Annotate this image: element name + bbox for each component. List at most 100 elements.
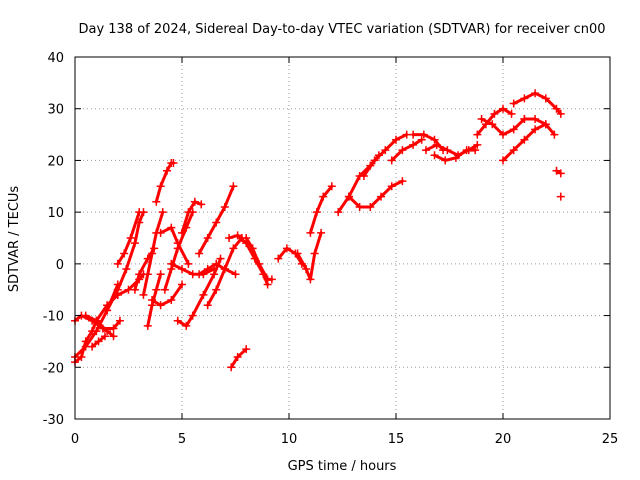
series-line [159, 226, 190, 266]
series-line [163, 210, 195, 292]
series-line [84, 314, 116, 338]
data-point [499, 130, 507, 139]
data-point [227, 363, 236, 372]
data-point [381, 146, 390, 155]
data-point [233, 231, 242, 240]
data-point [184, 259, 193, 268]
data-point [531, 125, 540, 134]
series-track-4 [81, 311, 118, 341]
data-point [233, 352, 242, 361]
data-point [225, 234, 234, 242]
y-axis-label: SDTVAR / TECUs [7, 186, 22, 293]
data-point [156, 270, 165, 279]
series-line [362, 133, 409, 178]
data-point [197, 200, 206, 209]
series-line [229, 347, 248, 369]
data-point [310, 249, 319, 258]
data-point [248, 244, 257, 253]
data-point [81, 311, 90, 320]
data-point [148, 296, 157, 305]
data-point [152, 197, 161, 206]
data-point [473, 140, 482, 149]
series-line [522, 117, 556, 137]
data-point [509, 146, 518, 155]
data-point [212, 259, 221, 268]
data-point [195, 249, 204, 258]
data-point [100, 332, 109, 341]
data-point [173, 316, 182, 325]
data-point [139, 290, 148, 299]
data-point [169, 159, 178, 168]
data-point [190, 197, 199, 206]
data-point [126, 234, 135, 242]
data-point [113, 290, 122, 299]
data-point [178, 228, 186, 237]
data-point [109, 324, 118, 333]
series-line [116, 210, 141, 266]
y-tick-label: 10 [47, 206, 64, 221]
series-line [73, 314, 122, 330]
data-point [334, 208, 343, 217]
series-track-35 [473, 104, 516, 139]
axis-ticks: 0 5 10 15 20 25 -30 -20 -10 0 10 20 30 40 [43, 51, 619, 447]
data-point [370, 156, 379, 165]
x-tick-label: 10 [281, 432, 298, 447]
data-point [520, 115, 529, 124]
y-tick-label: 0 [56, 258, 64, 273]
data-point [113, 259, 122, 268]
data-point [158, 208, 167, 217]
data-point [167, 296, 176, 305]
data-point [135, 270, 144, 279]
data-point [541, 120, 550, 129]
data-point [471, 146, 480, 155]
series-track-12 [152, 159, 178, 206]
data-point [220, 202, 229, 211]
data-point [306, 275, 315, 284]
data-point [552, 166, 561, 175]
data-point [317, 228, 326, 237]
series-track-10 [139, 208, 167, 299]
data-point [312, 208, 321, 217]
data-point [556, 169, 565, 178]
series-line [154, 161, 175, 204]
data-point [178, 280, 186, 289]
data-point [267, 275, 276, 284]
data-point [152, 285, 161, 294]
series-track-14 [160, 208, 197, 294]
data-point [441, 156, 450, 165]
data-point [398, 177, 407, 186]
data-point [115, 316, 124, 325]
data-point [520, 94, 529, 103]
data-point [156, 182, 165, 191]
data-point [327, 182, 336, 191]
series-track-41 [556, 192, 565, 201]
data-point [556, 109, 565, 118]
data-point [148, 249, 157, 258]
data-point [212, 285, 221, 294]
x-tick-label: 5 [178, 432, 186, 447]
x-tick-label: 0 [71, 432, 79, 447]
data-point [477, 115, 486, 124]
y-tick-label: 40 [47, 51, 64, 66]
x-axis-label: GPS time / hours [288, 459, 397, 474]
data-point [184, 208, 193, 217]
data-point [160, 285, 169, 294]
data-point [377, 192, 386, 201]
data-point [499, 104, 507, 113]
data-point [130, 239, 139, 248]
series-line [244, 236, 274, 281]
series-track-16 [156, 223, 193, 268]
data-point [188, 311, 197, 320]
data-point [409, 140, 418, 149]
data-point [88, 327, 97, 336]
data-point [531, 115, 540, 124]
data-point [293, 249, 302, 258]
data-point [392, 135, 400, 144]
data-point [167, 259, 176, 268]
data-point [103, 327, 112, 336]
y-tick-label: -30 [43, 413, 64, 428]
data-point [430, 135, 439, 144]
data-point [229, 244, 238, 253]
data-point [552, 104, 561, 113]
